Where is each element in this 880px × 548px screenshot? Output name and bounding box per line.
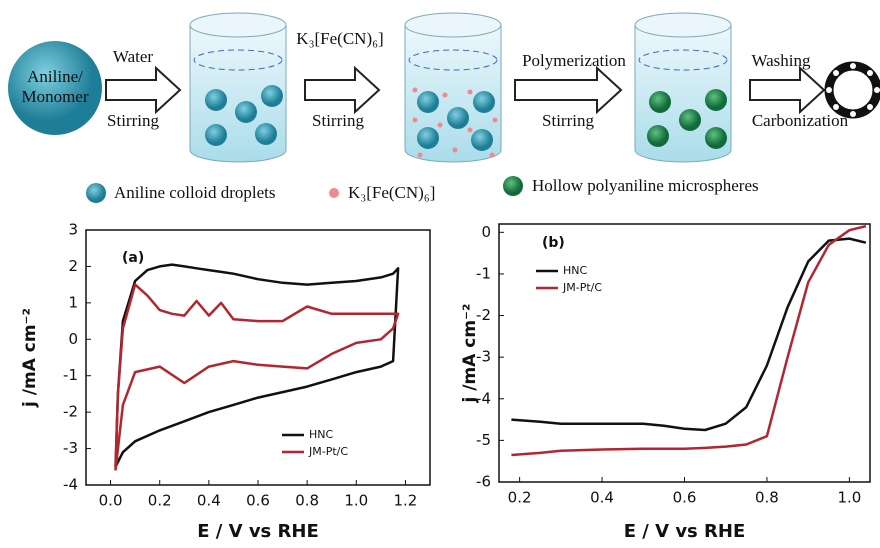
arrow-label: Carbonization [752, 111, 849, 130]
y-tick-label: -2 [63, 403, 78, 421]
arrow-label: Stirring [312, 111, 364, 130]
x-axis-label: E / V vs RHE [197, 521, 319, 542]
y-tick-label: 0 [481, 223, 491, 241]
y-tick-label: 0 [68, 330, 78, 348]
legend-swatch [329, 188, 339, 198]
arrow-label: K₃[Fe(CN)₆] [296, 29, 383, 48]
x-tick-label: 0.6 [673, 489, 697, 507]
legend-label: JM-Pt/C [308, 445, 348, 458]
y-tick-label: -1 [476, 264, 491, 282]
y-tick-label: -3 [63, 439, 78, 457]
y-axis-label: j /mA cm⁻² [20, 308, 40, 408]
x-tick-label: 0.4 [590, 489, 614, 507]
scheme: Aniline/ Monomer Water Stirring K₃[Fe(CN… [8, 13, 880, 203]
legend-swatch [503, 176, 523, 196]
x-axis-label: E / V vs RHE [624, 521, 746, 542]
x-tick-label: 0.0 [99, 492, 123, 510]
hollow-sphere [826, 63, 880, 117]
x-tick-label: 0.2 [508, 489, 532, 507]
beaker [190, 13, 286, 162]
arrow [750, 68, 824, 112]
series-line [511, 226, 866, 455]
arrow-label: Washing [751, 51, 811, 70]
series-line [116, 285, 399, 471]
panel-label: (a) [122, 250, 144, 266]
legend-swatch [86, 183, 106, 203]
x-tick-label: 1.0 [837, 489, 861, 507]
legend-label: Aniline colloid droplets [114, 183, 275, 202]
plot-frame [499, 224, 870, 482]
x-tick-label: 0.8 [755, 489, 779, 507]
y-axis-label: j /mA cm⁻² [460, 304, 480, 404]
arrow [106, 68, 180, 112]
y-tick-label: -1 [63, 366, 78, 384]
beaker [635, 13, 731, 162]
legend-label: Hollow polyaniline microspheres [532, 176, 759, 195]
arrow-label: Water [113, 47, 153, 66]
plot-frame [86, 230, 430, 485]
y-tick-label: 3 [68, 221, 78, 239]
x-tick-label: 0.8 [295, 492, 319, 510]
legend-label: JM-Pt/C [562, 281, 602, 294]
panel-label: (b) [542, 235, 565, 251]
x-tick-label: 0.4 [197, 492, 221, 510]
legend-label: HNC [309, 428, 334, 441]
x-tick-label: 0.6 [246, 492, 270, 510]
x-tick-label: 1.2 [393, 492, 417, 510]
arrow [305, 68, 379, 112]
x-tick-label: 0.2 [148, 492, 172, 510]
y-tick-label: 2 [68, 257, 78, 275]
legend-label: HNC [563, 264, 588, 277]
figure: Aniline/ Monomer Water Stirring K₃[Fe(CN… [0, 0, 880, 548]
beaker [405, 13, 501, 162]
arrow-label: Stirring [542, 111, 594, 130]
arrow-label: Polymerization [522, 51, 626, 70]
start-label: Aniline/ [27, 67, 83, 86]
legend-label: K₃[Fe(CN)₆] [348, 183, 435, 202]
y-tick-label: -4 [63, 476, 78, 494]
y-tick-label: -6 [476, 473, 491, 491]
start-label: Monomer [21, 87, 88, 106]
y-tick-label: 1 [68, 293, 78, 311]
y-tick-label: -5 [476, 431, 491, 449]
arrow [515, 68, 621, 112]
arrow-label: Stirring [107, 111, 159, 130]
x-tick-label: 1.0 [344, 492, 368, 510]
